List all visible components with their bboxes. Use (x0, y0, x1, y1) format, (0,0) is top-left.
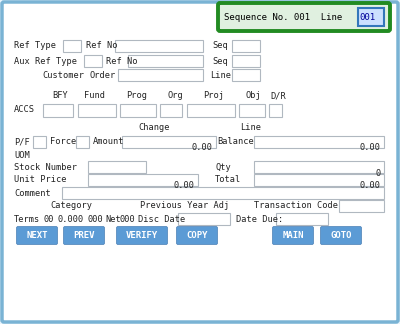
Text: Customer: Customer (42, 71, 84, 79)
Text: 00: 00 (44, 214, 54, 224)
Bar (269, 104, 282, 117)
Bar (78, 104, 116, 117)
Text: Net: Net (105, 214, 121, 224)
Text: Date Due:: Date Due: (236, 214, 283, 224)
Bar (232, 40, 260, 52)
Bar (33, 136, 46, 148)
Text: 001: 001 (359, 13, 375, 21)
Text: VERIFY: VERIFY (126, 232, 158, 240)
Bar (254, 161, 384, 173)
Bar (160, 104, 182, 117)
Text: 0.00: 0.00 (360, 144, 381, 153)
Text: Total: Total (215, 176, 241, 184)
Text: 000: 000 (120, 214, 136, 224)
Text: Ref No: Ref No (86, 41, 118, 51)
Text: Sequence No. 001  Line: Sequence No. 001 Line (224, 13, 342, 21)
Text: COPY: COPY (186, 232, 208, 240)
Text: Ref Type: Ref Type (14, 41, 56, 51)
Text: ACCS: ACCS (14, 106, 35, 114)
FancyBboxPatch shape (16, 226, 58, 245)
Bar (118, 69, 203, 81)
Text: 0.000: 0.000 (57, 214, 83, 224)
Text: Order: Order (90, 71, 116, 79)
Bar (120, 104, 156, 117)
Bar (239, 104, 265, 117)
FancyBboxPatch shape (218, 3, 390, 31)
Text: Seq: Seq (212, 41, 228, 51)
Text: BFY: BFY (52, 91, 68, 100)
Bar (128, 55, 203, 67)
Text: Force: Force (50, 137, 76, 146)
Text: 0: 0 (376, 168, 381, 178)
Text: UOM: UOM (14, 151, 30, 159)
Text: 000: 000 (87, 214, 103, 224)
Text: Ref No: Ref No (106, 56, 138, 65)
Bar (122, 136, 216, 148)
Bar (43, 104, 73, 117)
Text: Amount: Amount (93, 137, 124, 146)
Text: Unit Price: Unit Price (14, 176, 66, 184)
FancyBboxPatch shape (64, 226, 104, 245)
Bar (276, 213, 328, 225)
Text: P/F: P/F (14, 137, 30, 146)
Text: Category: Category (50, 202, 92, 211)
Text: Balance: Balance (217, 137, 254, 146)
Text: Qty: Qty (215, 163, 231, 171)
Text: 0.00: 0.00 (192, 144, 213, 153)
Text: Proj: Proj (203, 91, 224, 100)
Text: Fund: Fund (84, 91, 105, 100)
Bar (254, 136, 384, 148)
Bar (88, 161, 146, 173)
Bar (232, 55, 260, 67)
FancyBboxPatch shape (2, 2, 398, 322)
Text: Change: Change (138, 123, 170, 133)
Bar (115, 40, 203, 52)
Text: Obj: Obj (245, 91, 261, 100)
Text: Line: Line (210, 71, 231, 79)
Text: Stock Number: Stock Number (14, 163, 77, 171)
Bar (339, 200, 384, 212)
Bar (254, 174, 384, 186)
FancyBboxPatch shape (272, 226, 314, 245)
Text: Line: Line (240, 123, 261, 133)
FancyBboxPatch shape (116, 226, 168, 245)
Text: MAIN: MAIN (282, 232, 304, 240)
Text: PREV: PREV (73, 232, 95, 240)
Text: 0.00: 0.00 (174, 181, 195, 191)
Bar (178, 213, 230, 225)
Bar (63, 40, 81, 52)
FancyBboxPatch shape (320, 226, 362, 245)
Text: Prog: Prog (126, 91, 147, 100)
Bar (84, 55, 102, 67)
Bar (358, 8, 384, 26)
Text: Previous Year Adj: Previous Year Adj (140, 202, 229, 211)
Text: 0.00: 0.00 (360, 181, 381, 191)
Bar (88, 174, 198, 186)
Text: Transaction Code: Transaction Code (254, 202, 338, 211)
Text: Seq: Seq (212, 56, 228, 65)
Text: Terms: Terms (14, 214, 40, 224)
Text: NEXT: NEXT (26, 232, 48, 240)
Text: GOTO: GOTO (330, 232, 352, 240)
Bar (76, 136, 89, 148)
Text: Org: Org (168, 91, 184, 100)
FancyBboxPatch shape (176, 226, 218, 245)
Text: D/R: D/R (270, 91, 286, 100)
Text: Comment: Comment (14, 189, 51, 198)
Text: Aux Ref Type: Aux Ref Type (14, 56, 77, 65)
Bar (62, 187, 384, 199)
Text: Disc Date: Disc Date (138, 214, 185, 224)
Bar (187, 104, 235, 117)
Bar (232, 69, 260, 81)
